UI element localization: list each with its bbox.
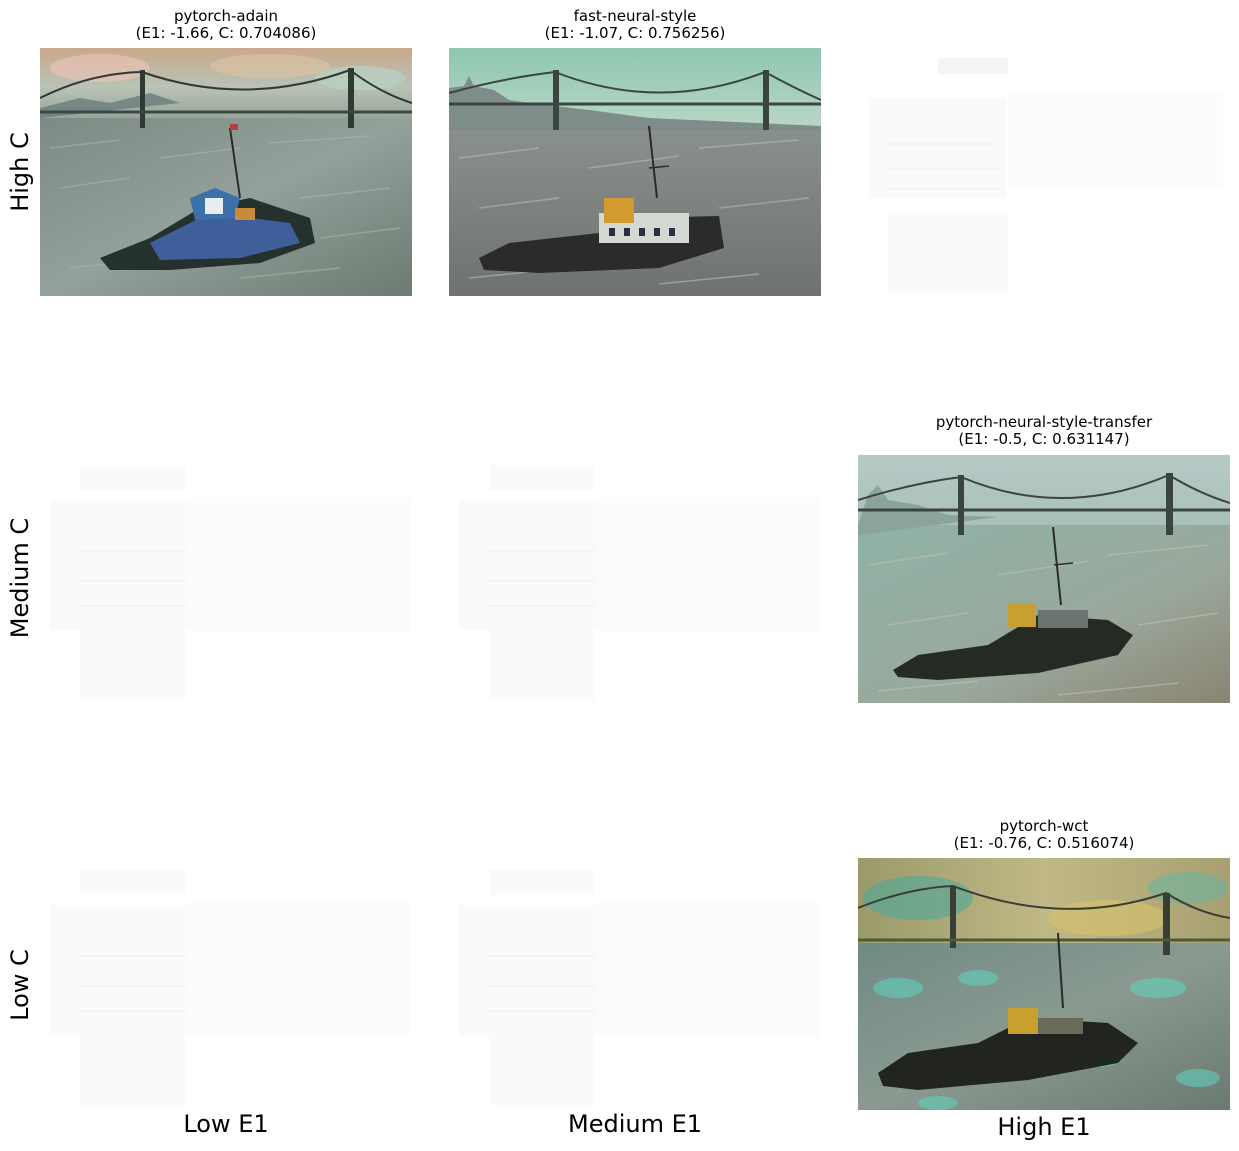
ghost-placeholder-high-c-high-e1 — [858, 48, 1230, 296]
row-label-high-c: High C — [6, 132, 34, 212]
row-label-low-c: Low C — [6, 949, 34, 1021]
stylized-image-fast — [449, 48, 821, 296]
panel-name-adain: pytorch-adain — [173, 7, 279, 25]
panel-title-nst: pytorch-neural-style-transfer (E1: -0.5,… — [858, 414, 1230, 448]
panel-metrics-fast: (E1: -1.07, C: 0.756256) — [544, 24, 726, 42]
col-label-low-e1: Low E1 — [183, 1110, 269, 1138]
panel-name-wct: pytorch-wct — [999, 817, 1089, 835]
panel-metrics-nst: (E1: -0.5, C: 0.631147) — [958, 430, 1130, 448]
ghost-placeholder-medium-c-medium-e1 — [449, 455, 821, 703]
col-label-high-e1: High E1 — [997, 1113, 1091, 1141]
panel-metrics-adain: (E1: -1.66, C: 0.704086) — [135, 24, 317, 42]
panel-name-nst: pytorch-neural-style-transfer — [935, 413, 1153, 431]
panel-title-fast: fast-neural-style (E1: -1.07, C: 0.75625… — [449, 8, 821, 42]
ghost-placeholder-low-c-medium-e1 — [449, 860, 821, 1108]
row-label-medium-c: Medium C — [6, 517, 34, 639]
col-label-medium-e1: Medium E1 — [567, 1110, 703, 1138]
panel-title-wct: pytorch-wct (E1: -0.76, C: 0.516074) — [858, 818, 1230, 852]
panel-metrics-wct: (E1: -0.76, C: 0.516074) — [953, 834, 1135, 852]
ghost-placeholder-low-c-low-e1 — [40, 860, 412, 1108]
stylized-image-wct — [858, 858, 1230, 1110]
ghost-placeholder-medium-c-low-e1 — [40, 455, 412, 703]
stylized-image-nst — [858, 455, 1230, 703]
panel-title-adain: pytorch-adain (E1: -1.66, C: 0.704086) — [40, 8, 412, 42]
panel-name-fast: fast-neural-style — [573, 7, 697, 25]
stylized-image-adain — [40, 48, 412, 296]
